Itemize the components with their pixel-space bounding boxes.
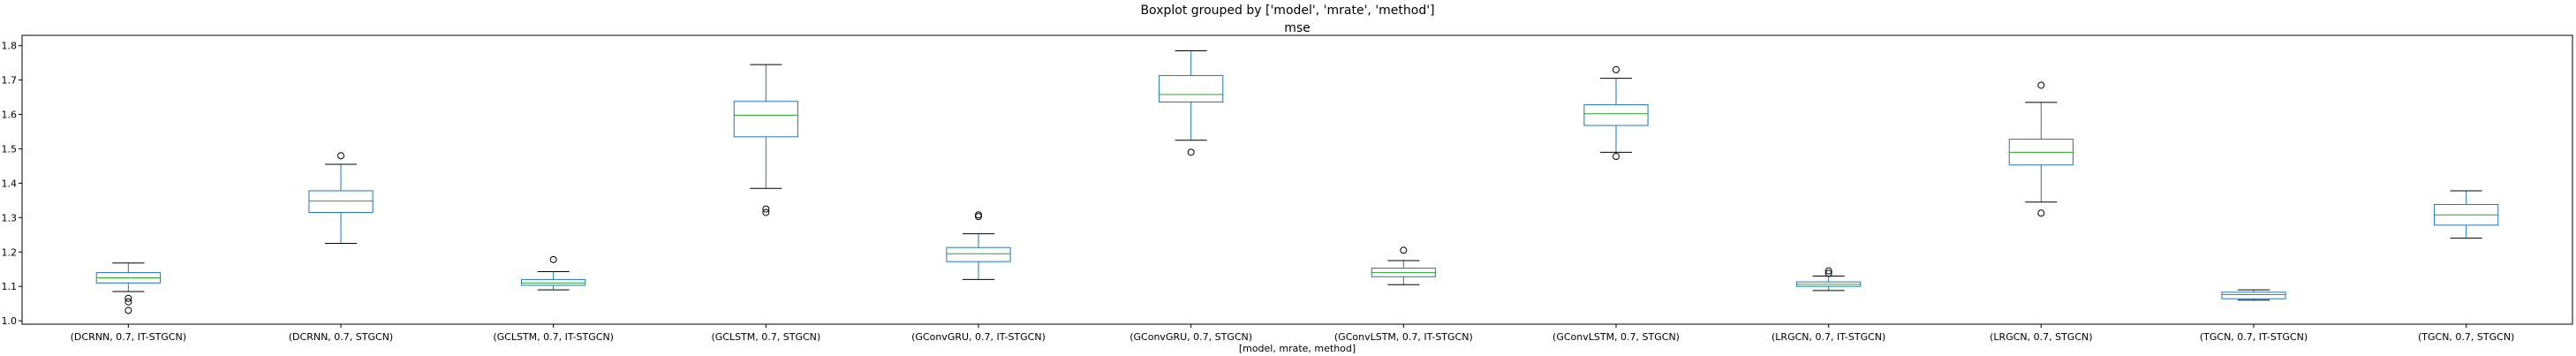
flier-point xyxy=(1400,246,1408,254)
box-iqr xyxy=(946,246,1011,262)
x-tick-label: (GCLSTM, 0.7, IT-STGCN) xyxy=(493,331,614,343)
flier-point xyxy=(1824,267,1832,275)
y-tick-label: 1.2 xyxy=(2,246,18,258)
y-tick-label: 1.4 xyxy=(2,178,18,189)
box-iqr xyxy=(308,190,374,213)
x-tick-label: (GCLSTM, 0.7, STGCN) xyxy=(711,331,820,343)
y-tick-label: 1.1 xyxy=(2,281,18,292)
x-tick-label: (TGCN, 0.7, STGCN) xyxy=(2418,331,2514,343)
flier-point xyxy=(1613,153,1620,161)
x-tick-label: (DCRNN, 0.7, IT-STGCN) xyxy=(71,331,186,343)
x-axis-label: [model, mrate, method] xyxy=(1239,343,1356,354)
box-iqr xyxy=(733,101,798,138)
flier-point xyxy=(1187,148,1195,156)
box-iqr xyxy=(1159,75,1224,103)
box-iqr xyxy=(521,278,586,286)
box-iqr xyxy=(1583,104,1649,126)
flier-point xyxy=(1613,65,1620,73)
plot-frame xyxy=(21,34,2573,325)
y-tick-label: 1.6 xyxy=(2,110,18,121)
x-tick-label: (TGCN, 0.7, IT-STGCN) xyxy=(2200,331,2308,343)
flier-point xyxy=(2037,81,2045,89)
y-tick-label: 1.5 xyxy=(2,143,18,155)
x-tick-label: (GConvGRU, 0.7, STGCN) xyxy=(1129,331,1252,343)
plot-title: mse xyxy=(1284,21,1311,35)
flier-point xyxy=(1824,269,1832,277)
flier-point xyxy=(2037,209,2045,217)
x-tick-label: (DCRNN, 0.7, STGCN) xyxy=(289,331,393,343)
box-iqr xyxy=(2221,292,2286,299)
x-tick-label: (LRGCN, 0.7, IT-STGCN) xyxy=(1771,331,1885,343)
flier-point xyxy=(125,294,132,302)
y-tick-label: 1.0 xyxy=(2,315,18,327)
x-tick-label: (GConvLSTM, 0.7, IT-STGCN) xyxy=(1334,331,1473,343)
chart-suptitle: Boxplot grouped by ['model', 'mrate', 'm… xyxy=(1140,4,1434,18)
flier-point xyxy=(975,213,982,221)
flier-point xyxy=(762,208,770,216)
x-tick-label: (GConvLSTM, 0.7, STGCN) xyxy=(1552,331,1680,343)
flier-point xyxy=(762,205,770,213)
y-tick-label: 1.3 xyxy=(2,212,18,223)
flier-point xyxy=(125,298,132,306)
flier-point xyxy=(125,307,132,314)
y-tick-label: 1.7 xyxy=(2,75,18,87)
y-tick-label: 1.8 xyxy=(2,41,18,52)
flier-point xyxy=(975,211,982,219)
flier-point xyxy=(337,152,344,160)
x-tick-label: (GConvGRU, 0.7, IT-STGCN) xyxy=(911,331,1046,343)
plot-area: 1.0 1.1 1.2 1.3 1.4 1.5 1.6 1.7 1.8 (DCRNN, 0.7, … xyxy=(2,41,2515,343)
x-tick-label: (LRGCN, 0.7, STGCN) xyxy=(1990,331,2092,343)
flier-point xyxy=(549,255,557,263)
